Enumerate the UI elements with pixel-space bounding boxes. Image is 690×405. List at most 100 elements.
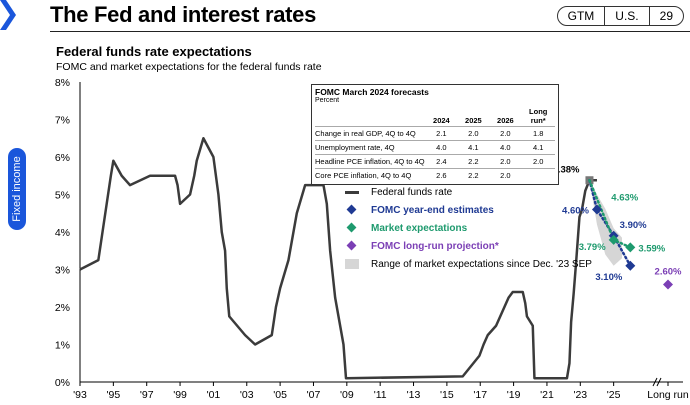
y-tick-label: 7%	[55, 115, 70, 127]
fed-funds-rate-line	[79, 137, 597, 380]
legend-label: Market expectations	[371, 222, 468, 234]
table-cell	[521, 168, 555, 182]
table-cell: 4.1	[457, 140, 490, 155]
legend-diamond-swatch	[345, 222, 361, 234]
data-label: 4.63%	[611, 192, 638, 203]
table-cell: 1.8	[521, 126, 555, 141]
data-label: 4.60%	[562, 206, 589, 217]
forecast-table-col-2024: 2024	[433, 116, 450, 125]
data-label: 3.79%	[579, 242, 606, 253]
chart-subtitle: FOMC and market expectations for the fed…	[56, 61, 322, 73]
axis-break-mark	[656, 377, 662, 387]
data-label: 3.90%	[620, 220, 647, 231]
y-tick-label: 6%	[55, 152, 70, 164]
x-tick-label: '05	[273, 389, 287, 401]
long-run-projection-point	[663, 279, 673, 290]
table-cell: 2.6	[425, 168, 458, 182]
table-cell: 2.2	[457, 168, 490, 182]
x-tick-label: '93	[73, 389, 87, 401]
header-divider	[50, 31, 690, 32]
legend-label: Federal funds rate	[371, 186, 453, 198]
legend-item-long-run: FOMC long-run projection*	[345, 237, 592, 255]
data-label: 5.38%	[553, 164, 580, 175]
x-tick-label: '23	[573, 389, 587, 401]
badge-page-number: 29	[648, 7, 683, 25]
legend-box-swatch	[345, 258, 361, 270]
forecast-table-grid: 2024 2025 2026 Long run* Change in real …	[315, 106, 555, 182]
table-cell: 4.0	[425, 140, 458, 155]
chart-title: Federal funds rate expectations	[56, 44, 252, 59]
chart-legend: Federal funds rate FOMC year-end estimat…	[345, 183, 592, 273]
forecast-table-unit: Percent	[315, 97, 340, 104]
x-tick-label: '07	[307, 389, 321, 401]
table-cell: 2.0	[521, 154, 555, 169]
table-row-label: Headline PCE inflation, 4Q to 4Q	[315, 154, 426, 169]
axis-break-mark	[652, 377, 658, 387]
x-tick-label: '01	[207, 389, 221, 401]
legend-label: FOMC long-run projection*	[371, 240, 499, 252]
legend-diamond-swatch	[345, 240, 361, 252]
x-tick-label: '11	[374, 389, 387, 401]
x-tick-label: '17	[473, 389, 487, 401]
forecast-table: FOMC March 2024 forecasts Percent 2024 2…	[311, 84, 559, 185]
table-cell: 2.0	[457, 126, 490, 141]
legend-diamond-swatch	[345, 204, 361, 216]
y-tick-label: 1%	[55, 340, 70, 352]
fomc-estimate-point	[591, 204, 602, 215]
forecast-table-col-2026: 2026	[497, 116, 514, 125]
x-tick-label: '97	[140, 389, 154, 401]
badge-gtm: GTM	[567, 9, 595, 23]
data-label: 3.59%	[638, 243, 665, 254]
x-tick-label: '95	[107, 389, 121, 401]
chevron-right-icon	[0, 0, 16, 30]
market-expectation-point	[625, 242, 636, 253]
table-row: Core PCE inflation, 4Q to 4Q 2.6 2.2 2.0	[315, 168, 555, 182]
table-row-label: Unemployment rate, 4Q	[315, 140, 426, 155]
y-tick-label: 4%	[55, 227, 70, 239]
legend-item-fomc: FOMC year-end estimates	[345, 201, 592, 219]
table-cell: 4.1	[521, 140, 555, 155]
x-tick-label: '15	[440, 389, 454, 401]
y-tick-label: 2%	[55, 302, 70, 314]
x-tick-label: '99	[173, 389, 187, 401]
x-tick-label: '09	[340, 389, 354, 401]
legend-item-market: Market expectations	[345, 219, 592, 237]
table-cell: 2.2	[457, 154, 490, 169]
table-row: Unemployment rate, 4Q 4.0 4.1 4.0 4.1	[315, 140, 555, 155]
table-cell: 2.1	[425, 126, 458, 141]
forecast-table-title: FOMC March 2024 forecasts	[315, 87, 429, 97]
table-cell: 2.0	[489, 168, 522, 182]
y-tick-label: 0%	[55, 377, 70, 389]
table-row-label: Core PCE inflation, 4Q to 4Q	[315, 168, 426, 182]
legend-line-swatch	[345, 186, 361, 198]
forecast-table-corner	[315, 106, 425, 127]
forecast-table-header-row: 2024 2025 2026 Long run*	[315, 106, 555, 127]
legend-label: Range of market expectations since Dec. …	[371, 258, 592, 270]
x-tick-label: '21	[540, 389, 554, 401]
table-row-label: Change in real GDP, 4Q to 4Q	[315, 126, 426, 141]
table-cell: 2.4	[425, 154, 458, 169]
market-expectation-point	[608, 234, 619, 245]
legend-item-range: Range of market expectations since Dec. …	[345, 255, 592, 273]
y-tick-label: 3%	[55, 265, 70, 277]
table-cell: 2.0	[489, 154, 522, 169]
table-cell: 2.0	[489, 126, 522, 141]
x-tick-label: '03	[240, 389, 254, 401]
legend-item-fed-funds: Federal funds rate	[345, 183, 592, 201]
legend-label: FOMC year-end estimates	[371, 204, 494, 216]
fomc-estimate-point	[625, 260, 636, 271]
table-row: Change in real GDP, 4Q to 4Q 2.1 2.0 2.0…	[315, 126, 555, 141]
y-tick-label: 8%	[55, 77, 70, 89]
data-label: 3.10%	[595, 272, 622, 283]
table-cell: 4.0	[489, 140, 522, 155]
x-tick-label-long-run: Long run	[647, 389, 689, 401]
forecast-table-col-2025: 2025	[465, 116, 482, 125]
section-tab[interactable]: Fixed income	[8, 148, 26, 230]
x-tick-label: '13	[407, 389, 421, 401]
x-tick-label: '19	[507, 389, 521, 401]
page-title: The Fed and interest rates	[50, 2, 317, 27]
page-badges: GTM U.S. 29	[556, 6, 684, 26]
table-row: Headline PCE inflation, 4Q to 4Q 2.4 2.2…	[315, 154, 555, 169]
data-label: 2.60%	[655, 267, 682, 278]
